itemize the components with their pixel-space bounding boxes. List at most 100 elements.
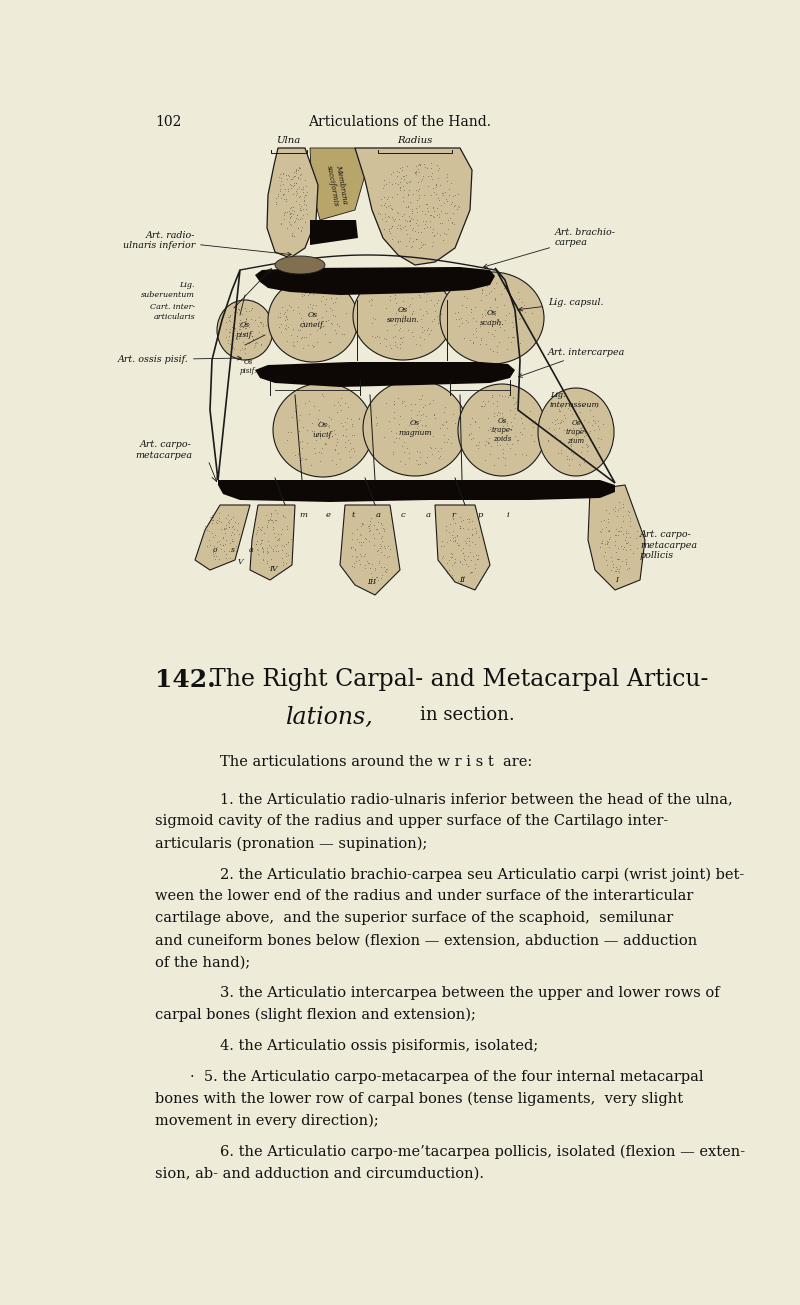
Point bbox=[574, 441, 587, 462]
Text: Os
pisif.: Os pisif. bbox=[239, 358, 257, 376]
Point bbox=[486, 311, 498, 331]
Point bbox=[287, 334, 300, 355]
Point bbox=[469, 518, 482, 539]
Point bbox=[257, 316, 270, 337]
Point bbox=[614, 535, 627, 556]
Point bbox=[346, 529, 358, 549]
Point bbox=[285, 205, 298, 226]
Point bbox=[397, 432, 410, 453]
Point bbox=[289, 445, 302, 466]
Point bbox=[235, 296, 248, 317]
Point bbox=[469, 557, 482, 578]
Point bbox=[442, 210, 454, 231]
Point bbox=[609, 501, 622, 522]
Point bbox=[554, 411, 567, 432]
Point bbox=[449, 303, 462, 324]
Ellipse shape bbox=[353, 271, 453, 360]
Point bbox=[479, 431, 492, 452]
Point bbox=[250, 530, 263, 551]
Point bbox=[417, 210, 430, 231]
Point bbox=[529, 411, 542, 432]
Point bbox=[416, 317, 429, 338]
Point bbox=[406, 287, 418, 308]
Point bbox=[472, 545, 485, 566]
Point bbox=[210, 510, 223, 531]
Point bbox=[453, 534, 466, 555]
Point bbox=[576, 418, 589, 438]
Polygon shape bbox=[255, 361, 515, 388]
Point bbox=[306, 294, 319, 315]
Point bbox=[500, 304, 513, 325]
Point bbox=[436, 184, 449, 205]
Point bbox=[454, 518, 467, 539]
Ellipse shape bbox=[275, 256, 325, 274]
Point bbox=[420, 320, 433, 341]
Polygon shape bbox=[355, 147, 472, 265]
Point bbox=[386, 207, 398, 228]
Point bbox=[280, 218, 293, 239]
Point bbox=[301, 334, 314, 355]
Point bbox=[294, 308, 307, 329]
Point bbox=[234, 309, 246, 330]
Point bbox=[296, 326, 309, 347]
Point bbox=[414, 334, 426, 355]
Point bbox=[445, 566, 458, 587]
Point bbox=[602, 502, 615, 523]
Point bbox=[392, 209, 405, 230]
Point bbox=[228, 325, 241, 346]
Point bbox=[307, 279, 320, 300]
Point bbox=[233, 300, 246, 321]
Point bbox=[270, 540, 282, 561]
Point bbox=[388, 211, 401, 232]
Point bbox=[379, 329, 392, 350]
Point bbox=[213, 502, 226, 523]
Point bbox=[405, 238, 418, 258]
Point bbox=[437, 183, 450, 204]
Point bbox=[441, 531, 454, 552]
Point bbox=[294, 168, 306, 189]
Point bbox=[378, 328, 390, 348]
Point bbox=[405, 407, 418, 428]
Ellipse shape bbox=[363, 380, 467, 476]
Point bbox=[380, 174, 393, 194]
Point bbox=[503, 437, 516, 458]
Point bbox=[203, 534, 216, 555]
Text: Lig. capsul.: Lig. capsul. bbox=[518, 298, 603, 311]
Point bbox=[454, 573, 467, 594]
Point bbox=[206, 523, 219, 544]
Point bbox=[419, 415, 432, 436]
Point bbox=[406, 184, 419, 205]
Point bbox=[234, 339, 246, 360]
Point bbox=[554, 440, 567, 461]
Point bbox=[219, 518, 232, 539]
Point bbox=[573, 453, 586, 474]
Point bbox=[306, 420, 318, 441]
Point bbox=[298, 326, 310, 347]
Point bbox=[238, 317, 251, 338]
Text: Art. carpo-
metacarpea: Art. carpo- metacarpea bbox=[135, 440, 192, 459]
Point bbox=[394, 338, 406, 359]
Point bbox=[509, 307, 522, 328]
Point bbox=[441, 552, 454, 573]
Point bbox=[348, 440, 361, 461]
Point bbox=[319, 324, 332, 345]
Point bbox=[206, 510, 218, 531]
Point bbox=[421, 158, 434, 179]
Point bbox=[345, 538, 358, 559]
Point bbox=[410, 449, 423, 470]
Point bbox=[379, 561, 392, 582]
Point bbox=[600, 549, 613, 570]
Point bbox=[228, 317, 241, 338]
Point bbox=[286, 176, 299, 197]
Point bbox=[595, 522, 608, 543]
Point bbox=[466, 531, 478, 552]
Point bbox=[502, 388, 514, 408]
Point bbox=[406, 304, 418, 325]
Point bbox=[433, 158, 446, 179]
Point bbox=[448, 412, 461, 433]
Ellipse shape bbox=[268, 278, 358, 361]
Point bbox=[434, 304, 447, 325]
Point bbox=[290, 159, 302, 180]
Point bbox=[323, 331, 336, 352]
Point bbox=[507, 326, 520, 347]
